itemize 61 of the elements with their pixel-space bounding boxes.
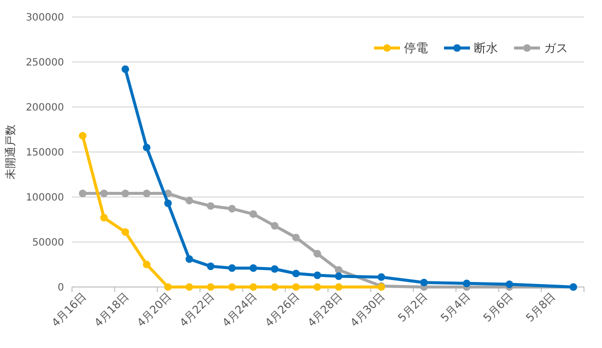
point [228, 204, 236, 212]
point [334, 272, 342, 280]
x-tick-label: 4月30日 [348, 290, 388, 330]
x-tick-label: 4月24日 [220, 290, 260, 330]
x-tick-label: 5月2日 [395, 290, 430, 325]
point [420, 278, 428, 286]
point [270, 222, 278, 230]
point [228, 264, 236, 272]
point [270, 265, 278, 273]
point [186, 283, 194, 291]
point [506, 280, 514, 288]
legend-label: 停電 [404, 41, 428, 56]
y-tick-label: 300000 [26, 12, 64, 24]
point [142, 260, 150, 268]
x-tick-label: 4月22日 [177, 290, 217, 330]
point [100, 190, 108, 198]
x-tick-label: 4月18日 [92, 290, 132, 330]
point [164, 283, 172, 291]
point [250, 264, 258, 272]
point [378, 273, 386, 281]
point [142, 190, 150, 198]
point [250, 283, 258, 291]
point [122, 190, 130, 198]
point [206, 283, 214, 291]
point [462, 280, 470, 288]
y-tick-label: 150000 [26, 148, 64, 158]
point [186, 196, 194, 204]
y-tick-label: 50000 [32, 238, 64, 248]
point [206, 262, 214, 270]
y-tick-label: 100000 [26, 192, 64, 204]
point [142, 144, 150, 152]
point [228, 283, 236, 291]
point [314, 283, 322, 291]
point [186, 255, 194, 263]
point [78, 132, 86, 140]
point [270, 283, 278, 291]
point [164, 200, 172, 208]
point [206, 202, 214, 210]
y-tick-label: 250000 [26, 58, 64, 68]
point [292, 283, 300, 291]
point [292, 234, 300, 242]
x-tick-label: 4月20日 [134, 290, 174, 330]
point [334, 266, 342, 274]
legend-label: 断水 [474, 41, 498, 56]
y-axis-title: 未開通戸数 [4, 124, 17, 180]
y-tick-label: 200000 [26, 102, 64, 114]
point [122, 228, 130, 236]
point [122, 65, 130, 73]
x-tick-label: 4月28日 [305, 290, 345, 330]
x-tick-label: 5月6日 [480, 290, 516, 325]
point [78, 190, 86, 198]
point [314, 272, 322, 280]
point [250, 210, 258, 218]
x-tick-label: 5月4日 [438, 290, 473, 325]
point [314, 250, 322, 258]
point [100, 214, 108, 222]
x-tick-label: 5月8日 [523, 290, 558, 325]
x-tick-label: 4月26日 [262, 290, 302, 330]
point [292, 270, 300, 278]
point [334, 283, 342, 291]
legend-label: ガス [544, 41, 568, 56]
